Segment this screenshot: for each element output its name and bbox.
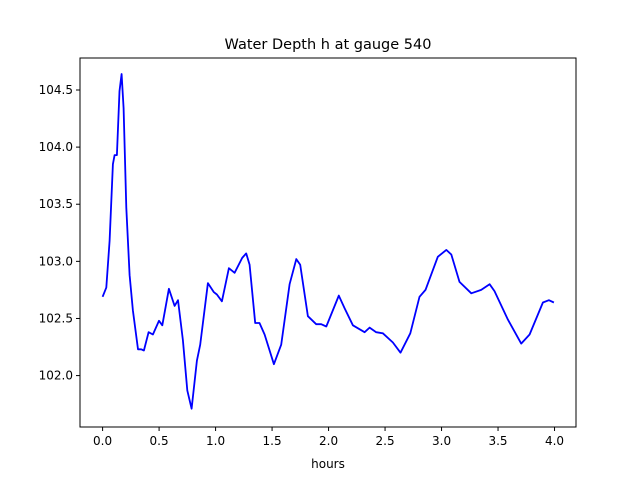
chart-title: Water Depth h at gauge 540	[225, 37, 432, 53]
x-tick-label: 3.0	[432, 434, 451, 448]
y-tick-label: 103.0	[39, 254, 73, 268]
y-tick-label: 103.5	[39, 197, 73, 211]
x-tick-label: 2.0	[319, 434, 338, 448]
y-tick-label: 102.0	[39, 369, 73, 383]
y-tick-label: 102.5	[39, 311, 73, 325]
x-tick-label: 4.0	[545, 434, 564, 448]
x-tick-label: 0.5	[150, 434, 169, 448]
x-tick-label: 1.0	[206, 434, 225, 448]
x-axis-label: hours	[311, 457, 345, 471]
y-tick-label: 104.5	[39, 83, 73, 97]
x-tick-label: 1.5	[263, 434, 282, 448]
plot-area-frame	[79, 57, 577, 428]
y-tick-label: 104.0	[39, 140, 73, 154]
x-tick-label: 3.5	[488, 434, 507, 448]
x-tick-label: 0.0	[93, 434, 112, 448]
series-line-h	[101, 73, 555, 410]
x-tick-label: 2.5	[376, 434, 395, 448]
